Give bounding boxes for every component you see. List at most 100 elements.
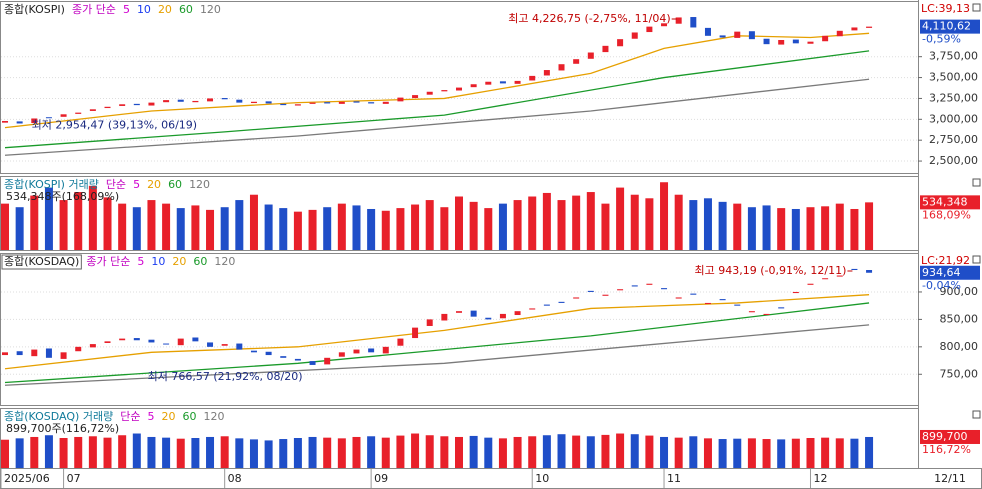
volume-bar <box>718 439 727 468</box>
candle <box>89 344 96 348</box>
last-volume-change: 168,09% <box>922 208 971 221</box>
volume-bar <box>850 438 859 468</box>
max-annotation: 최고 943,19 (-0,91%, 12/11) <box>694 264 846 277</box>
candle <box>265 351 272 356</box>
candle <box>45 117 52 119</box>
legend-ma: 60 <box>179 3 193 16</box>
close-button[interactable] <box>972 410 981 419</box>
volume-bar <box>630 194 639 250</box>
candle <box>441 90 448 92</box>
candle <box>324 102 331 104</box>
moving-average <box>4 324 870 386</box>
last-volume-change: 116,72% <box>922 443 971 456</box>
volume-bar <box>308 209 317 250</box>
candle <box>177 338 184 346</box>
volume-bar <box>865 202 874 250</box>
candle <box>866 26 873 28</box>
legend-ma: 20 <box>172 255 186 268</box>
candle <box>338 352 345 357</box>
candle <box>192 100 199 103</box>
volume-bar <box>674 437 683 468</box>
candle <box>45 348 52 358</box>
candle <box>2 352 8 356</box>
candle <box>851 27 858 31</box>
volume-bar <box>572 195 581 250</box>
candle <box>836 30 843 37</box>
candle <box>104 341 111 343</box>
close-button[interactable] <box>972 178 981 187</box>
volume-bar <box>352 205 361 250</box>
volume-bar <box>498 438 507 468</box>
y-tick-label: 3,500,00 <box>929 71 978 84</box>
volume-bar <box>30 436 39 468</box>
volume-bar <box>323 437 332 468</box>
close-button[interactable] <box>972 255 981 264</box>
candle <box>294 358 301 361</box>
x-tick-label: 10 <box>535 472 549 485</box>
panel-frame <box>0 1 919 174</box>
volume-bar <box>440 436 449 468</box>
candle <box>734 31 741 38</box>
candle <box>661 288 668 290</box>
candle <box>778 39 785 45</box>
candle <box>397 338 404 346</box>
volume-bar <box>528 196 537 250</box>
volume-bar <box>132 433 141 468</box>
volume-bar <box>791 208 800 250</box>
volume-bar <box>264 204 273 250</box>
candle <box>748 311 755 313</box>
last-date: 12/11 <box>934 472 966 485</box>
volume-bar <box>147 200 156 250</box>
candle <box>822 278 829 280</box>
volume-bar <box>806 438 815 468</box>
legend-ma: 20 <box>158 3 172 16</box>
volume-bar <box>30 195 39 250</box>
candle <box>104 106 111 109</box>
volume-bar <box>645 198 654 250</box>
volume-bar <box>747 207 756 250</box>
candle <box>75 112 82 114</box>
volume-bar <box>733 438 742 468</box>
legend-indicator: 단순 <box>120 410 140 423</box>
candle <box>426 319 433 326</box>
volume-bar <box>835 203 844 250</box>
volume-bar <box>367 208 376 250</box>
volume-bar <box>249 194 258 250</box>
last-change: -0,59% <box>922 33 961 46</box>
volume-bar <box>455 436 463 468</box>
volume-bar <box>616 433 625 468</box>
close-button[interactable] <box>972 3 981 12</box>
volume-bar <box>381 210 390 250</box>
volume-bar <box>308 436 317 468</box>
candle <box>309 102 316 104</box>
candle <box>192 337 199 342</box>
volume-bar <box>425 435 434 468</box>
volume-bar <box>396 208 405 250</box>
volume-bar <box>835 438 844 468</box>
legend-ma: 60 <box>193 255 207 268</box>
last-value-box <box>920 19 980 34</box>
volume-bar <box>176 208 185 250</box>
legend-indicator: 종가 단순 <box>86 255 130 268</box>
volume-bar <box>162 437 171 468</box>
candle <box>690 17 697 28</box>
volume-bar <box>118 203 127 250</box>
candle <box>807 41 814 44</box>
legend-ma: 20 <box>161 410 175 423</box>
candle <box>704 302 711 305</box>
volume-bar <box>191 205 200 250</box>
candle <box>763 313 770 316</box>
candle <box>734 304 741 306</box>
lc-label: LC:21,92 <box>921 254 970 267</box>
candle <box>236 99 243 103</box>
candle <box>236 343 243 350</box>
legend-box <box>1 254 82 270</box>
volume-bar <box>703 198 712 250</box>
min-annotation: 최저 766,57 (21,92%, 08/20) <box>148 370 303 383</box>
candle <box>294 104 301 106</box>
legend-title: 종합(KOSDAQ) 거래량 <box>4 410 113 423</box>
candle <box>807 283 814 285</box>
volume-bar <box>498 203 507 250</box>
candle <box>499 313 506 319</box>
candle <box>31 118 38 124</box>
